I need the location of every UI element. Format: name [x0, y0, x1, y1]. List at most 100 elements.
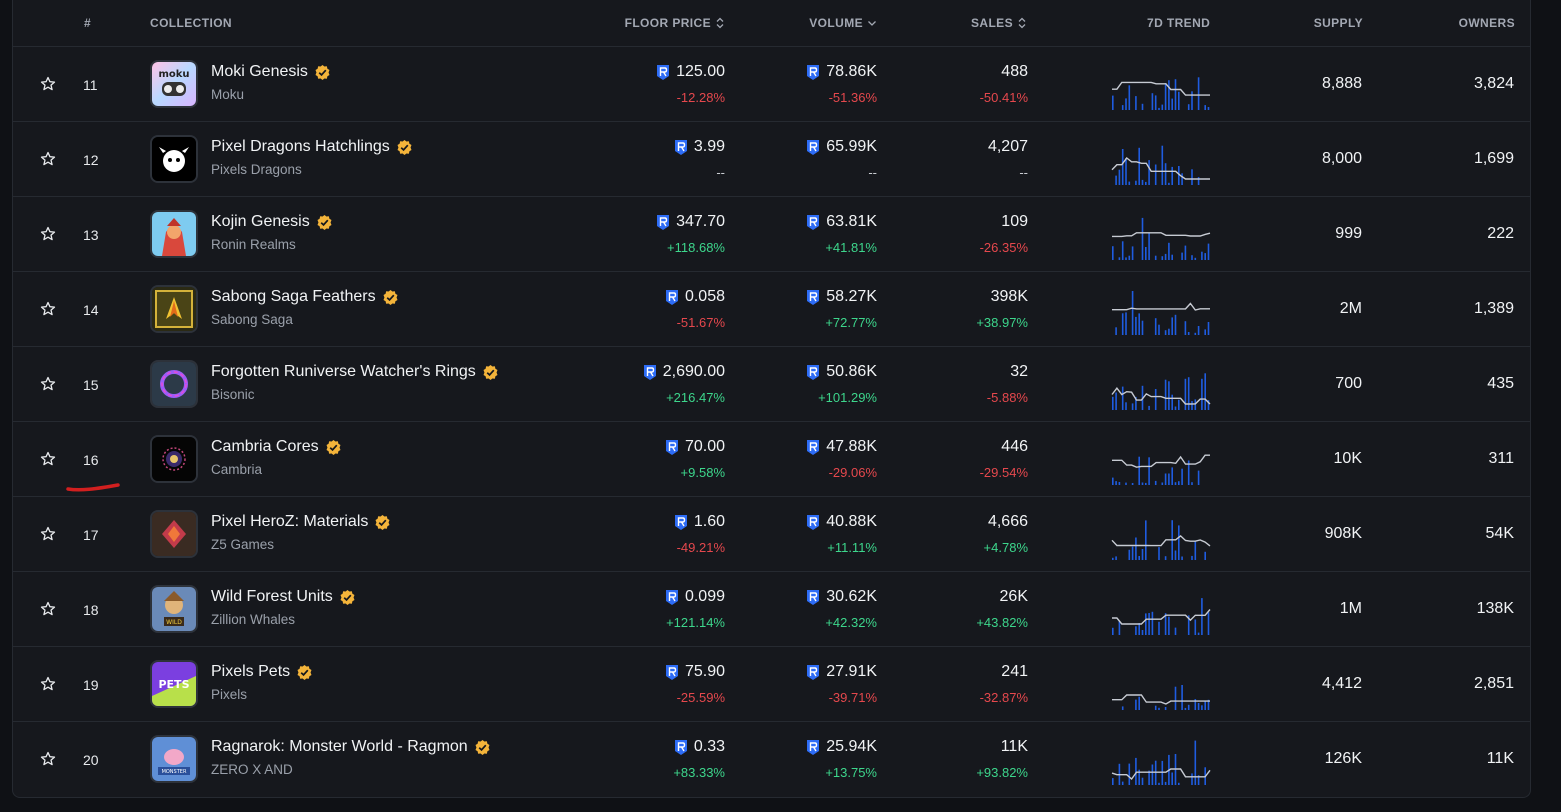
table-row[interactable]: 18 WILD Wild Forest Units Zillion Whales 0.0… [13, 572, 1530, 647]
collection-name-wrap[interactable]: Pixels Pets [211, 663, 313, 681]
sales: 26K [1000, 588, 1028, 606]
header-sales[interactable]: SALES [943, 16, 1027, 30]
rank-number: 14 [83, 302, 99, 318]
trend-bar [1181, 252, 1183, 260]
favorite-star-icon[interactable] [40, 151, 56, 167]
collection-name[interactable]: Wild Forest Units [211, 588, 333, 605]
trend-bar [1171, 317, 1173, 335]
table-row[interactable]: 19 PETS Pixels Pets Pixels 75.90 -25.59% 27.91… [13, 647, 1530, 722]
7d-trend-sparkline [1112, 685, 1210, 710]
trend-line [1111, 387, 1211, 405]
collection-thumbnail[interactable]: WILD [150, 585, 198, 633]
trend-bar [1161, 104, 1164, 110]
collection-name-wrap[interactable]: Pixel Dragons Hatchlings [211, 138, 413, 156]
trend-bar [1154, 255, 1157, 260]
header-volume[interactable]: VOLUME [779, 16, 877, 30]
collection-name-wrap[interactable]: Sabong Saga Feathers [211, 288, 399, 306]
trend-bar [1174, 627, 1177, 635]
collection-name-wrap[interactable]: Kojin Genesis [211, 213, 333, 231]
trend-bar [1204, 105, 1206, 110]
ron-token-icon [665, 289, 678, 305]
collection-name-wrap[interactable]: Cambria Cores [211, 438, 342, 456]
trend-bar [1178, 481, 1180, 485]
collection-thumbnail[interactable] [150, 360, 198, 408]
collection-name[interactable]: Pixel Dragons Hatchlings [211, 138, 390, 155]
collection-name-wrap[interactable]: Wild Forest Units [211, 588, 356, 606]
collection-thumbnail[interactable] [150, 285, 198, 333]
collection-name[interactable]: Pixel HeroZ: Materials [211, 513, 369, 530]
volume-change: +72.77% [825, 315, 877, 330]
collection-name-wrap[interactable]: Moki Genesis [211, 63, 331, 81]
favorite-star-icon[interactable] [40, 76, 56, 92]
collection-name[interactable]: Pixels Pets [211, 663, 291, 680]
trend-bar [1148, 457, 1150, 485]
collection-thumbnail[interactable]: MONSTER [150, 735, 198, 783]
collection-name-wrap[interactable]: Ragnarok: Monster World - Ragmon [211, 738, 491, 756]
table-row[interactable]: 14 Sabong Saga Feathers Sabong Saga 0.058 -5… [13, 272, 1530, 347]
table-row[interactable]: 16 Cambria Cores Cambria 70.00 +9.58% 47.88K -… [13, 422, 1530, 497]
collection-name[interactable]: Kojin Genesis [211, 213, 310, 230]
floor-price: 0.33 [674, 738, 725, 756]
trend-bar [1131, 246, 1134, 260]
favorite-star-icon[interactable] [40, 751, 56, 767]
collection-thumbnail[interactable] [150, 435, 198, 483]
trend-bar [1164, 613, 1167, 635]
7d-trend-sparkline [1111, 740, 1211, 785]
trend-bar [1112, 396, 1114, 410]
collection-thumbnail[interactable] [150, 210, 198, 258]
trend-bar [1178, 166, 1180, 185]
sales-value: 4,207 [987, 138, 1028, 155]
collection-name[interactable]: Sabong Saga Feathers [211, 288, 376, 305]
trend-bar [1112, 778, 1114, 785]
table-row[interactable]: 12 Pixel Dragons Hatchlings Pixels Dragons… [13, 122, 1530, 197]
table-row[interactable]: 13 Kojin Genesis Ronin Realms 347.70 +118.68… [13, 197, 1530, 272]
ron-token-icon [807, 439, 820, 455]
header-supply[interactable]: SUPPLY [1263, 16, 1363, 30]
trend-bar [1187, 460, 1190, 485]
favorite-star-icon[interactable] [40, 601, 56, 617]
floor-price-value: 2,690.00 [662, 363, 725, 380]
sales-change: -- [1019, 165, 1028, 180]
collection-name[interactable]: Ragnarok: Monster World - Ragmon [211, 738, 468, 755]
sales: 32 [1010, 363, 1028, 381]
header-floor-price[interactable]: FLOOR PRICE [609, 16, 725, 30]
trend-bar [1197, 703, 1200, 710]
table-row[interactable]: 11 moku Moki Genesis Moku 125.00 -12.28% 78.86… [13, 47, 1530, 122]
collection-name[interactable]: Moki Genesis [211, 63, 308, 80]
floor-price-value: 347.70 [676, 213, 725, 230]
floor-price-change: +9.58% [680, 465, 725, 480]
ron-token-icon [807, 739, 820, 755]
favorite-star-icon[interactable] [40, 676, 56, 692]
table-row[interactable]: 17 Pixel HeroZ: Materials Z5 Games 1.60 -49.… [13, 497, 1530, 572]
collection-thumbnail[interactable] [150, 135, 198, 183]
collection-name-wrap[interactable]: Forgotten Runiverse Watcher's Rings [211, 363, 499, 381]
trend-bar [1201, 378, 1203, 410]
ron-token-icon [807, 589, 820, 605]
table-row[interactable]: 20 MONSTER Ragnarok: Monster World - Ragmo… [13, 722, 1530, 797]
sales: 109 [1001, 213, 1028, 231]
trend-bar [1145, 181, 1147, 185]
verified-badge-icon [375, 514, 390, 530]
header-collection[interactable]: COLLECTION [150, 16, 232, 30]
7d-trend-sparkline [1111, 520, 1211, 560]
trend-bar [1115, 392, 1117, 410]
trend-bar [1171, 98, 1173, 110]
favorite-star-icon[interactable] [40, 301, 56, 317]
collection-thumbnail[interactable]: PETS [150, 660, 198, 708]
collection-name[interactable]: Forgotten Runiverse Watcher's Rings [211, 363, 476, 380]
collection-creator: Pixels Dragons [211, 162, 302, 177]
table-row[interactable]: 15 Forgotten Runiverse Watcher's Rings Bis… [13, 347, 1530, 422]
favorite-star-icon[interactable] [40, 526, 56, 542]
favorite-star-icon[interactable] [40, 226, 56, 242]
collection-name[interactable]: Cambria Cores [211, 438, 319, 455]
header-owners[interactable]: OWNERS [1413, 16, 1515, 30]
collection-thumbnail[interactable] [150, 510, 198, 558]
collection-name-wrap[interactable]: Pixel HeroZ: Materials [211, 513, 391, 531]
collection-thumbnail[interactable]: moku [150, 60, 198, 108]
floor-price: 3.99 [674, 138, 725, 156]
favorite-star-icon[interactable] [40, 451, 56, 467]
floor-price: 347.70 [656, 213, 725, 231]
ron-token-icon [807, 364, 820, 380]
favorite-star-icon[interactable] [40, 376, 56, 392]
trend-bar [1197, 632, 1200, 635]
